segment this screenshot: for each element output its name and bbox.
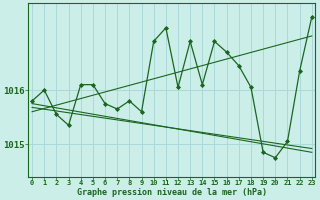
X-axis label: Graphe pression niveau de la mer (hPa): Graphe pression niveau de la mer (hPa) [77,188,267,197]
